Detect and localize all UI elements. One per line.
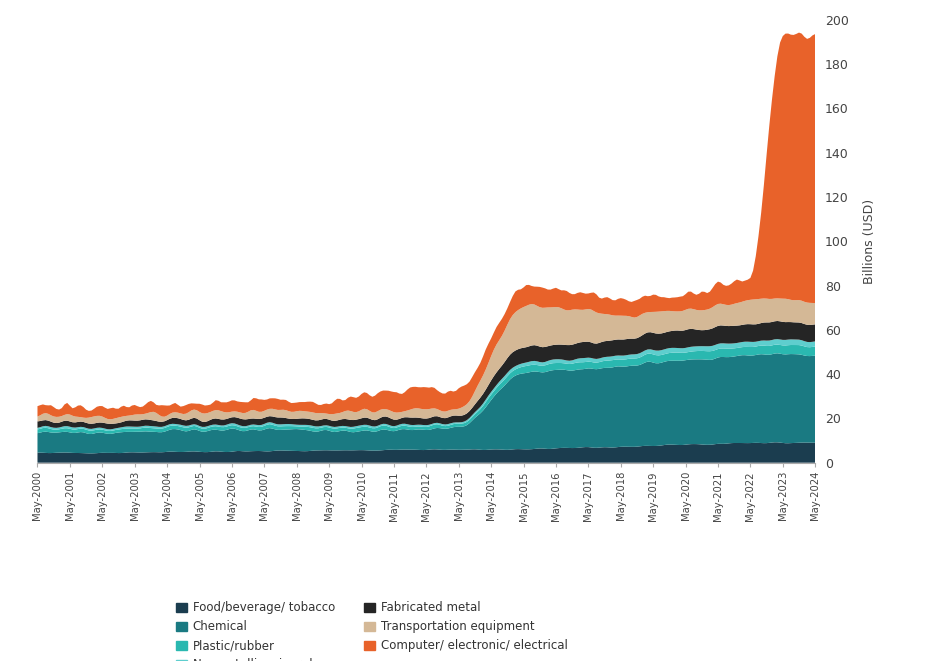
Y-axis label: Billions (USD): Billions (USD) (862, 199, 875, 284)
Legend: Food/beverage/ tobacco, Chemical, Plastic/rubber, Nonmetallic mineral, Fabricate: Food/beverage/ tobacco, Chemical, Plasti… (176, 602, 567, 661)
